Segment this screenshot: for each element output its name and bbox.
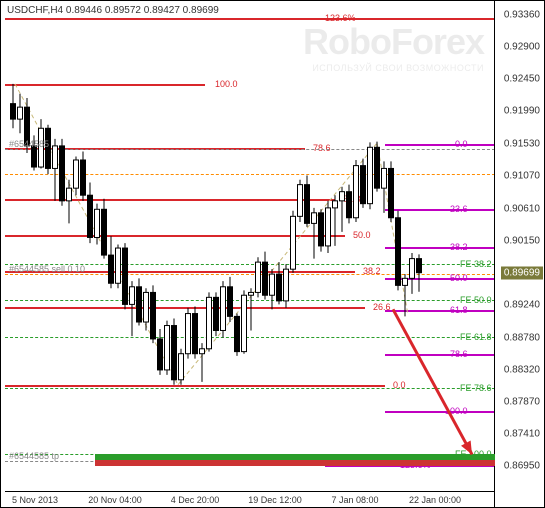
y-tick-label: 0.90150 <box>504 236 540 247</box>
y-tick-label: 0.93360 <box>504 9 540 20</box>
y-tick-label: 0.92450 <box>504 73 540 84</box>
y-tick-label: 0.91530 <box>504 138 540 149</box>
y-tick-label: 0.90610 <box>504 203 540 214</box>
order-label: #6544585 <box>9 139 49 149</box>
chart-plot-area[interactable]: 123.6%100.078.661.850.038.226.60.00.023.… <box>5 5 495 493</box>
x-axis: 5 Nov 2013 20 Nov 04:00 4 Dec 20:00 19 Dec … <box>5 491 495 507</box>
x-tick-label: 19 Dec 12:00 <box>248 495 302 505</box>
y-tick-label: 0.91070 <box>504 171 540 182</box>
x-tick-label: 22 Jan 00:00 <box>409 495 461 505</box>
order-label: #6544585 tp <box>9 451 59 461</box>
x-tick-label: 4 Dec 20:00 <box>171 495 220 505</box>
y-tick-label: 0.86950 <box>504 461 540 472</box>
order-label: #6544585 sell 0.10 <box>9 264 85 274</box>
y-tick-label: 0.87870 <box>504 396 540 407</box>
y-tick-label: 0.87410 <box>504 429 540 440</box>
y-axis: 0.93360 0.92900 0.92450 0.91990 0.91530 0.910… <box>494 1 544 507</box>
chart-container: USDCHF,H4 0.89446 0.89572 0.89427 0.8969… <box>0 0 545 508</box>
x-tick-label: 5 Nov 2013 <box>12 495 58 505</box>
x-tick-label: 7 Jan 08:00 <box>331 495 378 505</box>
current-price-label: 0.89699 <box>501 266 543 279</box>
y-tick-label: 0.88320 <box>504 364 540 375</box>
chart-title: USDCHF,H4 0.89446 0.89572 0.89427 0.8969… <box>7 5 219 16</box>
y-tick-label: 0.89240 <box>504 300 540 311</box>
x-tick-label: 20 Nov 04:00 <box>88 495 142 505</box>
candlesticks <box>5 5 495 493</box>
y-tick-label: 0.92900 <box>504 42 540 53</box>
y-tick-label: 0.91990 <box>504 106 540 117</box>
y-tick-label: 0.88780 <box>504 332 540 343</box>
